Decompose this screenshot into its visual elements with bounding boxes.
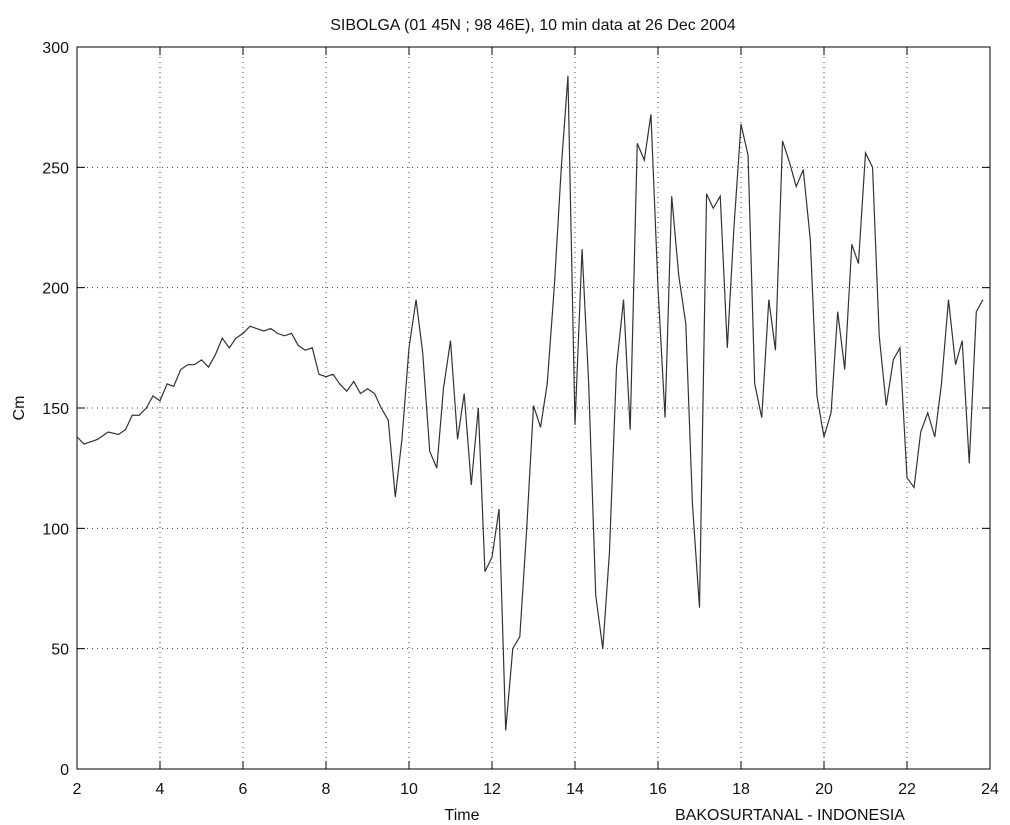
x-tick-label: 2	[73, 781, 82, 798]
y-axis-label: Cm	[11, 396, 28, 421]
data-line	[76, 75, 984, 731]
y-tick-label: 100	[42, 521, 69, 538]
x-tick-label: 18	[732, 781, 750, 798]
x-tick-label: 24	[981, 781, 999, 798]
y-tick-label: 300	[42, 40, 69, 57]
x-tick-label: 8	[322, 781, 331, 798]
x-axis-label: Time	[445, 807, 480, 824]
x-tick-label: 20	[815, 781, 833, 798]
y-tick-label: 0	[60, 762, 69, 779]
x-tick-label: 16	[649, 781, 667, 798]
annotation: BAKOSURTANAL - INDONESIA	[675, 807, 905, 824]
plot-frame	[76, 46, 991, 770]
chart-title: SIBOLGA (01 45N ; 98 46E), 10 min data a…	[330, 17, 736, 34]
x-tick-label: 6	[239, 781, 248, 798]
x-tick-label: 4	[156, 781, 165, 798]
x-tick-label: 10	[400, 781, 418, 798]
y-tick-label: 200	[42, 281, 69, 298]
x-tick-label: 14	[566, 781, 584, 798]
x-tick-label: 22	[898, 781, 916, 798]
y-tick-label: 50	[51, 642, 69, 659]
y-tick-label: 150	[42, 401, 69, 418]
x-tick-label: 12	[483, 781, 501, 798]
y-tick-label: 250	[42, 160, 69, 177]
